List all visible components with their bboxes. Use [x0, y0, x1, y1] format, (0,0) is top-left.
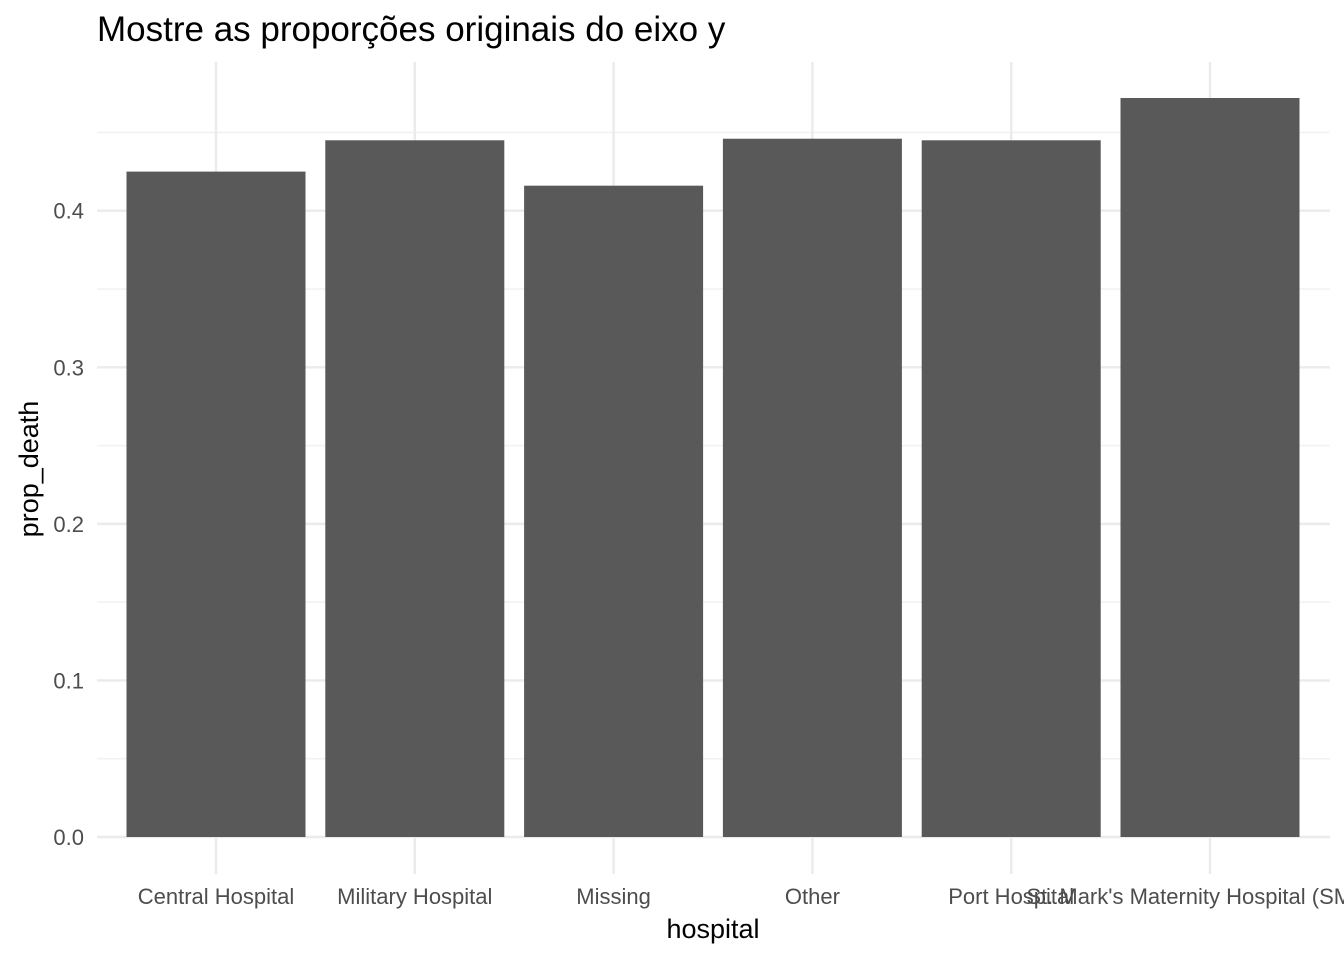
y-tick-label: 0.4 — [53, 199, 84, 224]
x-tick-label: Other — [785, 884, 840, 909]
y-tick-label: 0.0 — [53, 825, 84, 850]
bar-other[interactable] — [722, 138, 902, 838]
y-axis-ticks: 0.0 0.1 0.2 0.3 0.4 — [53, 199, 84, 850]
bar-st-mark-s-maternity-hospital-smmh[interactable] — [1120, 98, 1300, 837]
x-tick-label: Military Hospital — [337, 884, 492, 909]
y-axis-title: prop_death — [14, 401, 44, 538]
x-axis-ticks: Central Hospital Military Hospital Missing… — [138, 884, 1344, 909]
y-tick-label: 0.3 — [53, 355, 84, 380]
x-tick-label: Missing — [576, 884, 651, 909]
x-tick-label: St. Mark's Maternity Hospital (SMMH) — [1026, 884, 1344, 909]
y-tick-label: 0.1 — [53, 668, 84, 693]
x-axis-title: hospital — [666, 914, 759, 944]
bar-central-hospital[interactable] — [126, 171, 306, 838]
bar-port-hospital[interactable] — [921, 140, 1101, 837]
x-tick-label: Port Hospital — [948, 884, 1074, 909]
bar-missing[interactable] — [524, 185, 704, 837]
bar-military-hospital[interactable] — [325, 140, 505, 837]
x-tick-label: Central Hospital — [138, 884, 295, 909]
y-tick-label: 0.2 — [53, 512, 84, 537]
chart-title: Mostre as proporções originais do eixo y — [97, 10, 726, 49]
bars-layer — [126, 98, 1300, 838]
